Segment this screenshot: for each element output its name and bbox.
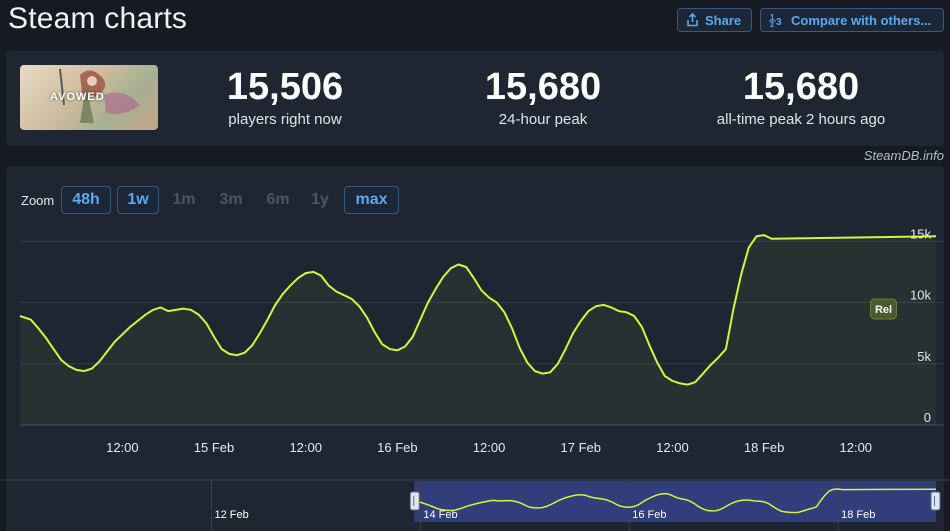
range-navigator[interactable]: 12 Feb 14 Feb 16 Feb 18 Feb (0, 479, 950, 531)
share-label: Share (705, 12, 742, 28)
x-axis-ticks: 12:00 15 Feb 12:00 16 Feb 12:00 17 Feb 12:00 18… (106, 440, 872, 455)
series-area (20, 235, 936, 425)
zoom-6m-button[interactable]: 6m (266, 191, 290, 208)
stat-all-time-peak-label: all-time peak 2 hours ago (716, 111, 886, 128)
x-tick-label: 16 Feb (377, 440, 417, 455)
zoom-1w-button[interactable]: 1w (117, 186, 159, 214)
x-tick-label: 18 Feb (744, 440, 784, 455)
x-tick-label: 17 Feb (561, 440, 601, 455)
stat-current: 15,506 players right now (160, 65, 410, 128)
x-tick-label: 15 Feb (194, 440, 234, 455)
navigator-series-line (414, 488, 937, 514)
navigator-tick-label: 16 Feb (632, 509, 666, 521)
page-title: Steam charts (8, 2, 188, 35)
release-flag-box (870, 298, 898, 320)
svg-text:1: 1 (770, 13, 775, 22)
release-flag[interactable]: Rel (870, 298, 898, 320)
stat-all-time-peak: 15,680 all-time peak 2 hours ago (676, 65, 926, 128)
svg-text:3: 3 (776, 17, 782, 28)
zoom-3m-button[interactable]: 3m (219, 191, 243, 208)
x-tick-label: 12:00 (289, 440, 322, 455)
share-button[interactable]: Share (677, 8, 752, 32)
zoom-label: Zoom (21, 193, 55, 208)
series-line (19, 234, 937, 386)
zoom-1m-button[interactable]: 1m (172, 191, 196, 208)
navigator-tick-label: 14 Feb (423, 509, 457, 521)
zoom-48h-button[interactable]: 48h (61, 186, 111, 214)
stat-24h-peak-value: 15,680 (484, 66, 602, 108)
zoom-max-button[interactable]: max (344, 186, 399, 214)
release-flag-label: Rel (875, 304, 892, 316)
x-tick-label: 12:00 (656, 440, 689, 455)
x-tick-label: 12:00 (473, 440, 506, 455)
game-thumbnail[interactable]: AVOWED (20, 65, 158, 130)
share-icon (686, 13, 699, 27)
stats-panel: AVOWED 15,506 players right now 15,680 2… (6, 51, 944, 146)
x-tick-label: 12:00 (106, 440, 139, 455)
compare-label: Compare with others... (791, 12, 932, 28)
navigator-handle-left (409, 491, 420, 511)
y-tick-label: 5k (917, 349, 931, 364)
navigator-tick-label: 18 Feb (841, 509, 875, 521)
steamdb-credit[interactable]: SteamDB.info (863, 148, 944, 163)
zoom-1y-button[interactable]: 1y (311, 191, 329, 208)
game-art-icon (59, 68, 140, 123)
y-axis-ticks: 05k10k15k (910, 226, 931, 425)
stat-current-value: 15,506 (226, 66, 344, 108)
y-tick-label: 10k (910, 288, 931, 303)
chart-panel: Zoom 48h 1w 1m 3m 6m 1y max (6, 166, 944, 531)
svg-text:2: 2 (770, 22, 774, 28)
stat-24h-peak: 15,680 24-hour peak (418, 65, 668, 128)
stat-current-label: players right now (228, 111, 342, 128)
game-logo-text: AVOWED (50, 91, 105, 103)
y-tick-label: 0 (924, 410, 931, 425)
navigator-tick-label: 12 Feb (214, 509, 248, 521)
navigator-handle-right (930, 491, 941, 511)
chart-gridlines (20, 240, 944, 426)
stat-24h-peak-label: 24-hour peak (498, 111, 588, 128)
stat-all-time-peak-value: 15,680 (742, 66, 860, 108)
x-tick-label: 12:00 (840, 440, 873, 455)
